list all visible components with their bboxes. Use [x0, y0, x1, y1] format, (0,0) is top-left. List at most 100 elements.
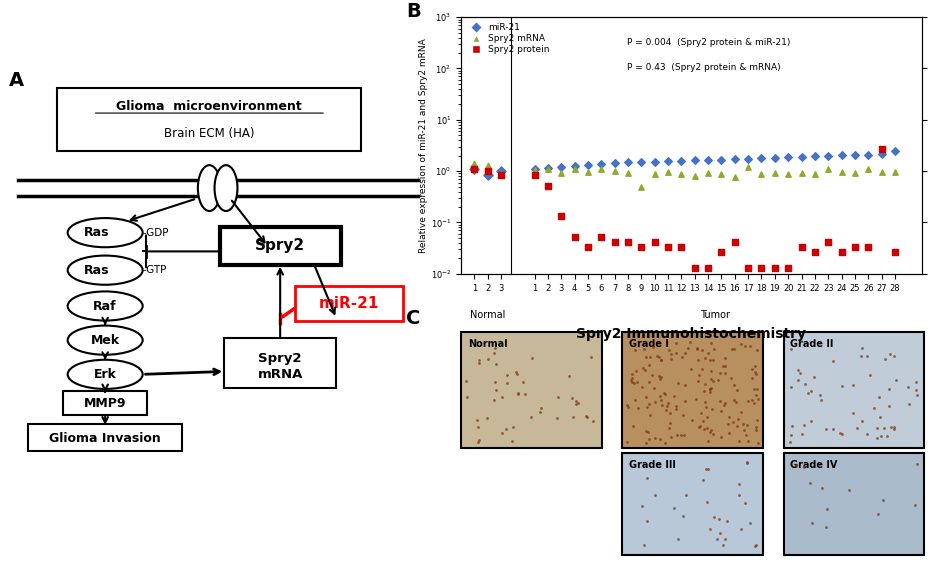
Text: P = 0.43  (Spry2 protein & mRNA): P = 0.43 (Spry2 protein & mRNA) — [627, 63, 780, 72]
Point — [910, 459, 924, 468]
Text: C: C — [406, 309, 420, 328]
Point — [659, 402, 674, 411]
Point — [509, 370, 524, 379]
Text: Spry2: Spry2 — [255, 239, 305, 253]
Point — [695, 476, 710, 485]
Point — [668, 339, 683, 348]
Point — [653, 391, 668, 400]
Point — [703, 387, 718, 396]
Point — [696, 424, 711, 434]
Point — [653, 434, 668, 443]
Point — [657, 389, 672, 398]
Point — [703, 384, 718, 394]
Point — [886, 351, 901, 360]
Point — [641, 399, 656, 408]
Point — [635, 383, 650, 392]
Point — [734, 339, 749, 348]
Point — [642, 360, 657, 369]
Point — [841, 486, 856, 495]
FancyBboxPatch shape — [622, 332, 762, 448]
Point — [834, 430, 849, 439]
Point — [807, 169, 822, 178]
Point — [568, 396, 583, 406]
Point — [700, 423, 715, 432]
Point — [554, 212, 569, 221]
Point — [676, 431, 691, 440]
FancyBboxPatch shape — [63, 391, 147, 415]
Point — [767, 263, 782, 272]
Point — [813, 391, 828, 400]
Point — [687, 263, 702, 272]
Point — [690, 376, 705, 386]
Point — [638, 427, 653, 436]
Point — [469, 416, 484, 425]
Point — [715, 541, 730, 550]
Point — [645, 371, 660, 380]
Point — [653, 375, 668, 384]
FancyBboxPatch shape — [28, 424, 182, 451]
Point — [732, 490, 747, 499]
Point — [729, 421, 744, 430]
Point — [581, 160, 596, 169]
Point — [716, 362, 731, 371]
Point — [494, 429, 509, 438]
Point — [488, 344, 503, 353]
Point — [641, 377, 656, 386]
Point — [662, 346, 677, 355]
Point — [550, 392, 565, 402]
Point — [727, 237, 742, 247]
Point — [718, 368, 733, 378]
Point — [554, 168, 569, 177]
Point — [674, 243, 689, 252]
Point — [480, 166, 495, 176]
Point — [675, 352, 690, 362]
Point — [794, 430, 809, 439]
Point — [767, 153, 782, 162]
Point — [656, 388, 671, 398]
Point — [678, 348, 693, 358]
Point — [472, 355, 487, 364]
Text: Grade I: Grade I — [629, 339, 669, 349]
Point — [722, 429, 736, 438]
Point — [834, 381, 849, 390]
Text: mRNA: mRNA — [258, 368, 303, 381]
Point — [794, 243, 809, 252]
Point — [740, 420, 755, 430]
Point — [796, 462, 811, 471]
Point — [640, 474, 654, 483]
Point — [527, 165, 542, 174]
Point — [749, 423, 763, 432]
Point — [581, 243, 596, 252]
Point — [467, 164, 482, 173]
Point — [855, 343, 870, 352]
Point — [697, 380, 712, 389]
Point — [641, 428, 655, 437]
Ellipse shape — [68, 218, 142, 247]
Point — [635, 501, 650, 510]
Point — [540, 181, 555, 190]
Point — [471, 359, 486, 368]
Point — [745, 395, 760, 404]
Point — [677, 397, 692, 406]
FancyBboxPatch shape — [784, 452, 924, 555]
Text: Grade II: Grade II — [790, 339, 834, 349]
Point — [872, 412, 887, 422]
Text: A: A — [8, 72, 23, 90]
Point — [654, 356, 669, 365]
Point — [818, 424, 833, 433]
Point — [660, 399, 675, 408]
Point — [803, 417, 818, 426]
Point — [639, 392, 654, 401]
Point — [701, 168, 716, 177]
Point — [515, 377, 530, 386]
Point — [648, 434, 663, 443]
Point — [472, 436, 487, 445]
Point — [699, 497, 714, 506]
Point — [726, 395, 741, 404]
Point — [584, 353, 599, 362]
Point — [470, 438, 485, 447]
Point — [750, 345, 765, 355]
FancyBboxPatch shape — [295, 287, 403, 320]
Point — [781, 263, 796, 272]
Point — [867, 403, 882, 412]
